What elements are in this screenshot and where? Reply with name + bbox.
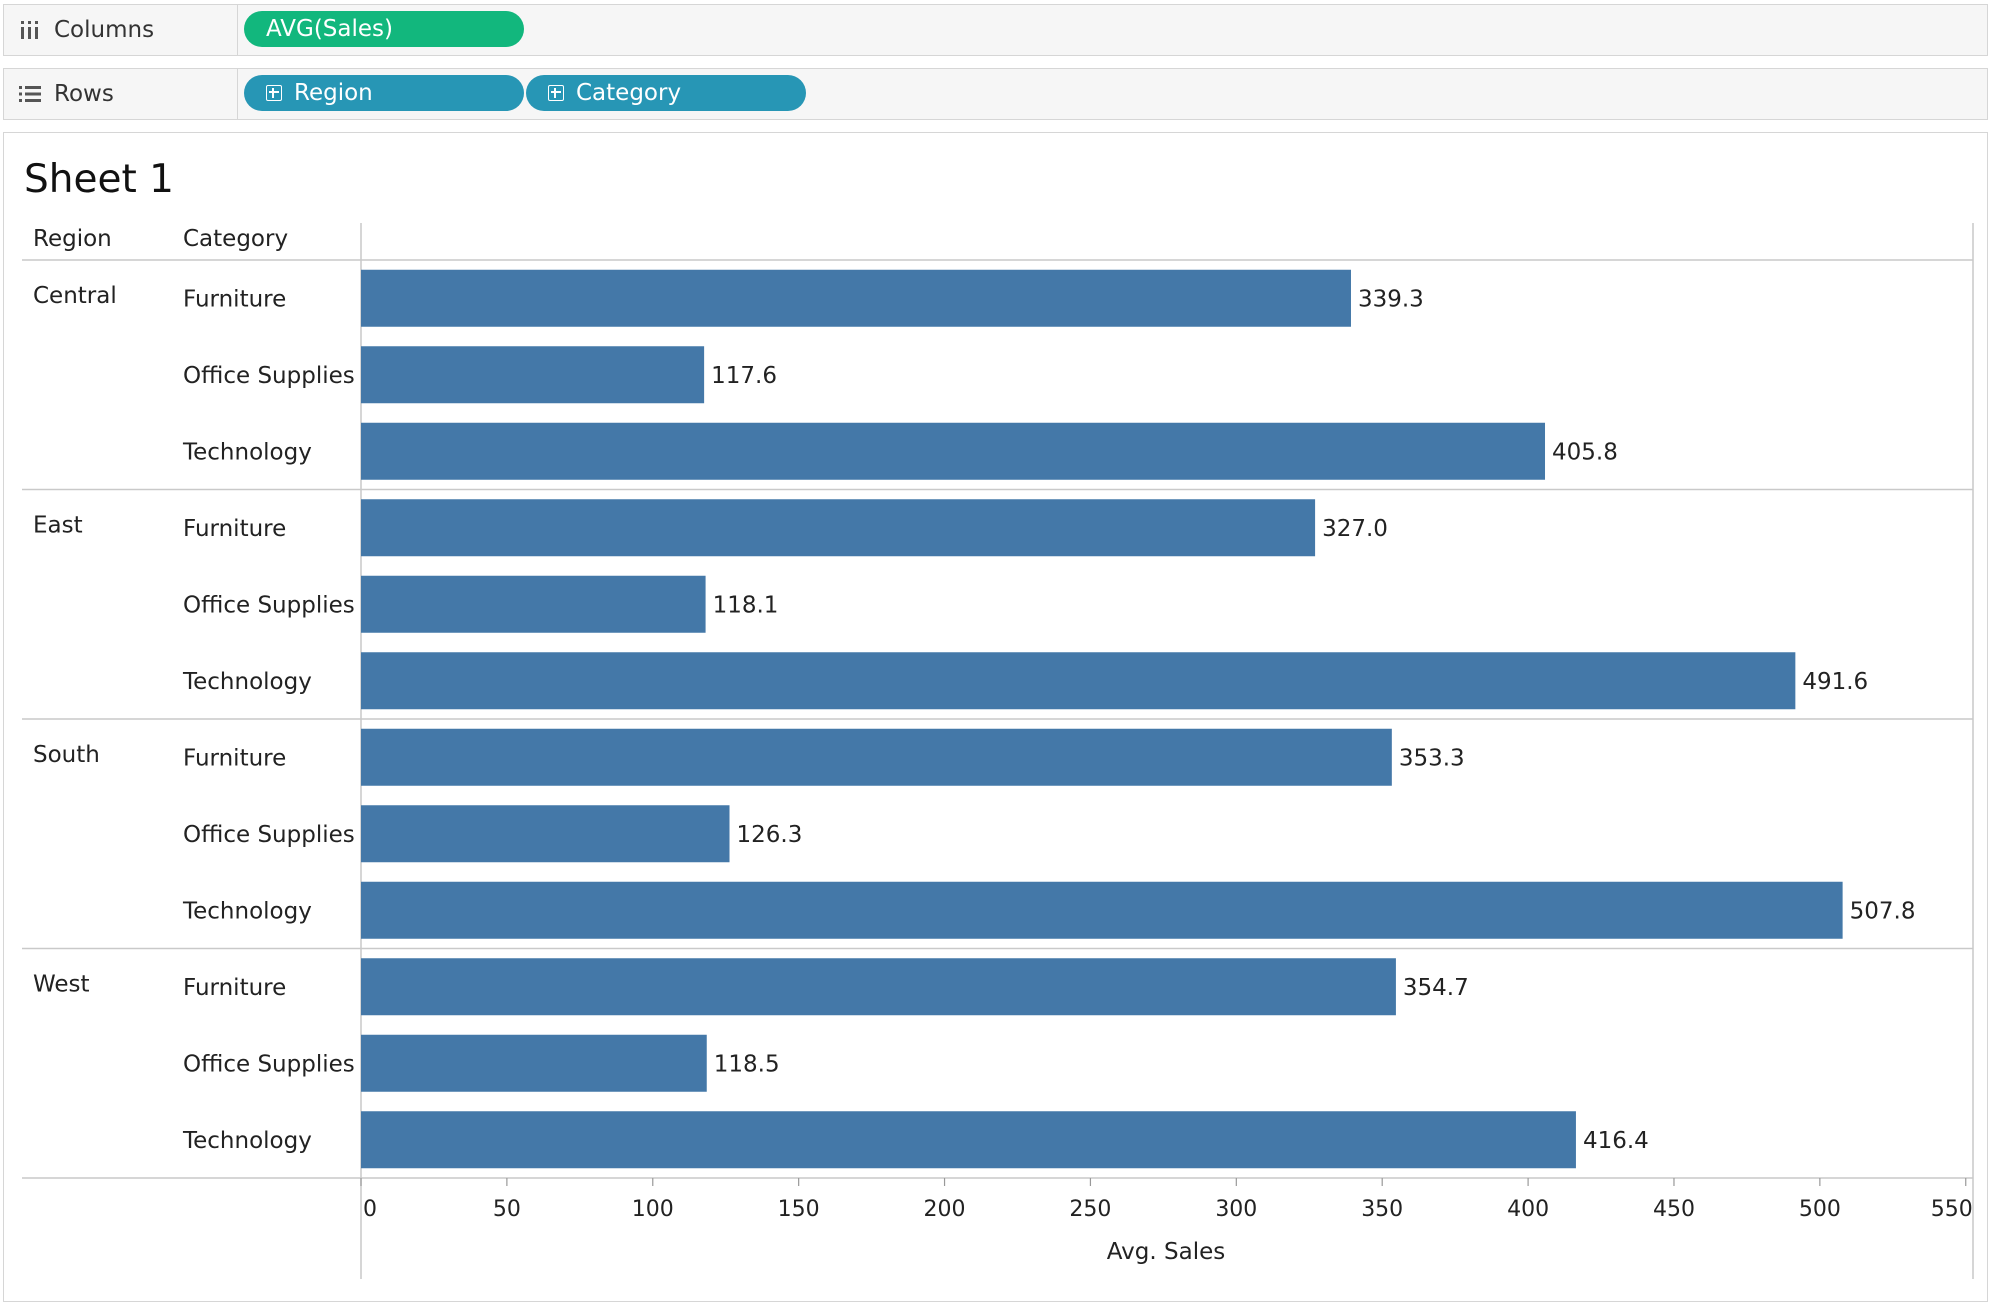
bar[interactable] bbox=[361, 499, 1316, 557]
region-column-header: Region bbox=[33, 226, 112, 252]
x-tick-label: 150 bbox=[778, 1197, 820, 1222]
category-label: Technology bbox=[182, 898, 312, 924]
x-tick-label: 300 bbox=[1215, 1197, 1257, 1222]
columns-label: Columns bbox=[54, 17, 155, 43]
category-pill-label: Category bbox=[576, 80, 682, 106]
avg-sales-pill[interactable]: AVG(Sales) bbox=[244, 11, 524, 47]
category-label: Technology bbox=[182, 1128, 312, 1154]
data-label: 353.3 bbox=[1399, 745, 1465, 771]
columns-shelf: Columns AVG(Sales) bbox=[3, 4, 1988, 56]
sheet-view: Sheet 1 Region Category Avg. Sales Centr… bbox=[3, 132, 1988, 1302]
data-label: 416.4 bbox=[1583, 1128, 1649, 1154]
bar[interactable] bbox=[361, 422, 1546, 480]
data-label: 354.7 bbox=[1403, 975, 1469, 1001]
x-tick-label: 50 bbox=[493, 1197, 521, 1222]
region-label: East bbox=[33, 513, 83, 539]
rows-shelf: Rows Region Category bbox=[3, 68, 1988, 120]
expand-icon bbox=[548, 85, 564, 101]
bar[interactable] bbox=[361, 728, 1392, 786]
data-label: 126.3 bbox=[737, 822, 803, 848]
category-label: Office Supplies bbox=[183, 1051, 355, 1077]
bar[interactable] bbox=[361, 269, 1351, 327]
x-tick-label: 0 bbox=[363, 1197, 377, 1222]
region-label: South bbox=[33, 742, 100, 768]
category-label: Furniture bbox=[183, 745, 286, 771]
bar[interactable] bbox=[361, 346, 705, 404]
category-label: Furniture bbox=[183, 975, 286, 1001]
bar[interactable] bbox=[361, 1034, 707, 1092]
region-label: Central bbox=[33, 283, 117, 309]
data-label: 118.1 bbox=[713, 592, 779, 618]
category-label: Office Supplies bbox=[183, 363, 355, 389]
rows-label: Rows bbox=[54, 81, 114, 107]
bar[interactable] bbox=[361, 1111, 1576, 1169]
sheet-title: Sheet 1 bbox=[24, 157, 174, 202]
bar-chart: Region Category Avg. Sales Central Furnit… bbox=[22, 223, 1974, 1279]
x-tick-label: 550 bbox=[1931, 1197, 1973, 1222]
data-label: 491.6 bbox=[1802, 669, 1868, 695]
x-tick-label: 450 bbox=[1653, 1197, 1695, 1222]
category-label: Furniture bbox=[183, 286, 286, 312]
category-label: Technology bbox=[182, 669, 312, 695]
data-label: 507.8 bbox=[1850, 898, 1916, 924]
x-tick-label: 400 bbox=[1507, 1197, 1549, 1222]
avg-sales-pill-label: AVG(Sales) bbox=[266, 16, 393, 42]
bar[interactable] bbox=[361, 575, 706, 633]
data-label: 339.3 bbox=[1358, 286, 1424, 312]
category-label: Office Supplies bbox=[183, 592, 355, 618]
bar[interactable] bbox=[361, 805, 730, 863]
category-pill[interactable]: Category bbox=[526, 75, 806, 111]
bar[interactable] bbox=[361, 881, 1843, 939]
region-pill[interactable]: Region bbox=[244, 75, 524, 111]
data-label: 118.5 bbox=[714, 1051, 780, 1077]
bar[interactable] bbox=[361, 958, 1396, 1016]
x-tick-label: 350 bbox=[1361, 1197, 1403, 1222]
columns-shelf-label: Columns bbox=[4, 5, 238, 55]
data-label: 117.6 bbox=[711, 363, 777, 389]
region-label: West bbox=[33, 972, 90, 998]
category-label: Technology bbox=[182, 439, 312, 465]
rows-icon bbox=[16, 84, 44, 104]
category-column-header: Category bbox=[183, 226, 288, 252]
x-tick-label: 500 bbox=[1799, 1197, 1841, 1222]
x-tick-label: 200 bbox=[924, 1197, 966, 1222]
x-tick-label: 100 bbox=[632, 1197, 674, 1222]
region-pill-label: Region bbox=[294, 80, 373, 106]
category-label: Office Supplies bbox=[183, 822, 355, 848]
columns-icon bbox=[16, 19, 44, 41]
data-label: 405.8 bbox=[1552, 439, 1618, 465]
rows-shelf-label: Rows bbox=[4, 69, 238, 119]
data-label: 327.0 bbox=[1322, 516, 1388, 542]
x-tick-label: 250 bbox=[1069, 1197, 1111, 1222]
expand-icon bbox=[266, 85, 282, 101]
category-label: Furniture bbox=[183, 516, 286, 542]
x-axis-title: Avg. Sales bbox=[1107, 1239, 1225, 1265]
bar[interactable] bbox=[361, 652, 1796, 710]
